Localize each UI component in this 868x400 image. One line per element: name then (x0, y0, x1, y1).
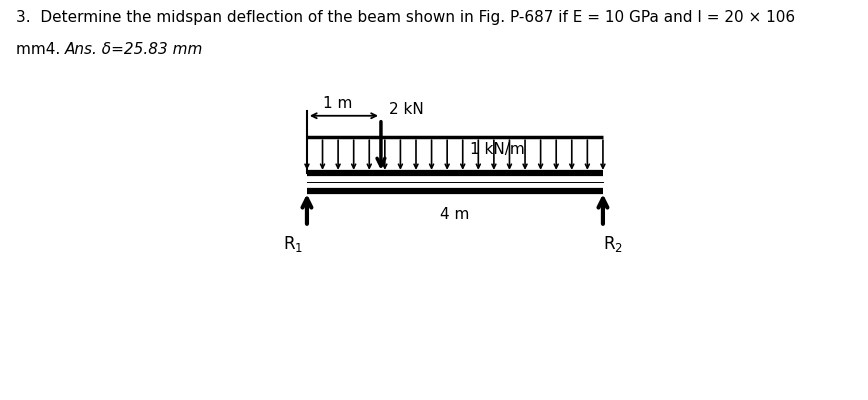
Text: Ans. δ=25.83 mm: Ans. δ=25.83 mm (65, 42, 203, 57)
Text: 3.  Determine the midspan deflection of the beam shown in Fig. P-687 if E = 10 G: 3. Determine the midspan deflection of t… (16, 10, 795, 25)
Text: 1 m: 1 m (323, 96, 352, 110)
Text: 2 kN: 2 kN (389, 102, 424, 117)
Text: 1 kN/m: 1 kN/m (470, 142, 524, 157)
Text: R$_2$: R$_2$ (603, 234, 623, 254)
Text: 4 m: 4 m (440, 207, 470, 222)
Text: R$_1$: R$_1$ (284, 234, 304, 254)
Text: mm4.: mm4. (16, 42, 79, 57)
